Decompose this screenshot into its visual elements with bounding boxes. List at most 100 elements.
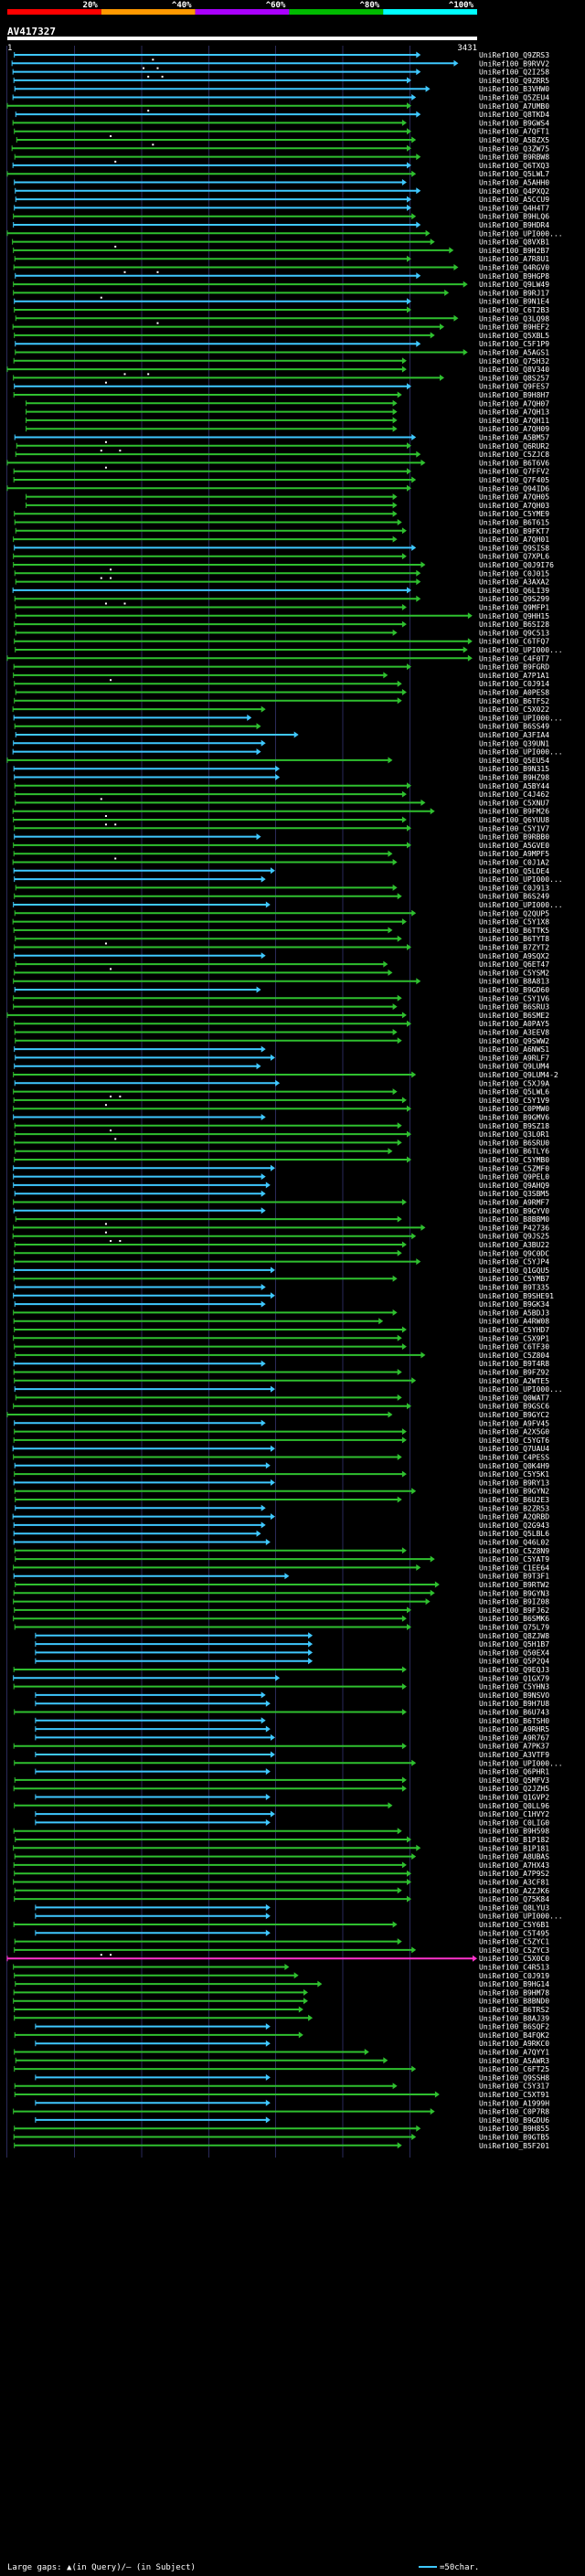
hit-label[interactable]: UniRef100_A0PAY5 xyxy=(479,1020,549,1028)
hit-label[interactable]: UniRef100_B9GDU6 xyxy=(479,2116,549,2125)
hit-label[interactable]: UniRef100_Q2QUP5 xyxy=(479,909,549,917)
hit-row[interactable]: UniRef100_B8A813 xyxy=(13,978,550,986)
hit-label[interactable]: UniRef100_B6TLY6 xyxy=(479,1148,549,1156)
hit-row[interactable]: UniRef100_UPI000... xyxy=(12,748,563,757)
hit-label[interactable]: UniRef100_B9FZ92 xyxy=(479,1369,549,1377)
hit-row[interactable]: UniRef100_B6T615 xyxy=(14,519,549,527)
hit-label[interactable]: UniRef100_A3FIA4 xyxy=(479,731,549,739)
hit-label[interactable]: UniRef100_Q6PHR1 xyxy=(479,1768,549,1776)
hit-label[interactable]: UniRef100_B9N315 xyxy=(479,765,549,773)
hit-row[interactable]: UniRef100_B9FJ62 xyxy=(14,1606,550,1615)
hit-label[interactable]: UniRef100_A7HX43 xyxy=(479,1861,549,1870)
hit-label[interactable]: UniRef100_C5T495 xyxy=(479,1929,549,1937)
hit-row[interactable]: UniRef100_A9RLF7 xyxy=(15,1054,550,1062)
hit-label[interactable]: UniRef100_B9H855 xyxy=(479,2125,549,2133)
hit-label[interactable]: UniRef100_UPI000... xyxy=(479,646,563,654)
hit-row[interactable]: UniRef100_A2X5G0 xyxy=(14,1428,550,1436)
hit-row[interactable]: UniRef100_Q5H1B7 xyxy=(35,1640,549,1648)
hit-label[interactable]: UniRef100_A7QH11 xyxy=(479,417,549,425)
hit-label[interactable]: UniRef100_Q5ZEU4 xyxy=(479,94,549,102)
hit-row[interactable]: UniRef100_C5F1P9 xyxy=(15,340,550,348)
hit-label[interactable]: UniRef100_B9HGP8 xyxy=(479,272,549,281)
hit-label[interactable]: UniRef100_C5Z8N9 xyxy=(479,1547,549,1555)
hit-row[interactable]: UniRef100_A0PAY5 xyxy=(14,1020,550,1028)
hit-label[interactable]: UniRef100_B6T615 xyxy=(479,519,549,527)
hit-row[interactable]: UniRef100_B6TSH0 xyxy=(35,1717,549,1725)
hit-label[interactable]: UniRef100_Q9SWW2 xyxy=(479,1037,549,1045)
hit-label[interactable]: UniRef100_B7ZYT2 xyxy=(479,944,549,952)
hit-label[interactable]: UniRef100_Q4PXQ2 xyxy=(479,187,549,196)
hit-label[interactable]: UniRef100_Q9LUM4 xyxy=(479,1063,549,1071)
hit-label[interactable]: UniRef100_A5AGS1 xyxy=(479,349,549,357)
hit-row[interactable]: UniRef100_B6TTK5 xyxy=(13,927,549,935)
hit-label[interactable]: UniRef100_C5Y317 xyxy=(479,2083,549,2091)
hit-row[interactable]: UniRef100_A9FV45 xyxy=(14,1419,550,1427)
hit-row[interactable]: UniRef100_Q9PEL0 xyxy=(13,1173,550,1182)
hit-label[interactable]: UniRef100_Q75H32 xyxy=(479,357,549,366)
hit-row[interactable]: UniRef100_B5F201 xyxy=(14,2142,550,2150)
hit-row[interactable]: UniRef100_C6T2B3 xyxy=(14,306,550,314)
hit-row[interactable]: UniRef100_C0J1A2 xyxy=(12,857,549,867)
hit-label[interactable]: UniRef100_B6U743 xyxy=(479,1709,549,1717)
hit-row[interactable]: UniRef100_UPI000... xyxy=(6,229,563,238)
hit-label[interactable]: UniRef100_C6TF30 xyxy=(479,1343,549,1352)
hit-row[interactable]: UniRef100_Q39UN1 xyxy=(13,739,550,747)
hit-row[interactable]: UniRef100_B6SI28 xyxy=(14,620,550,629)
hit-row[interactable]: UniRef100_A5BDJ3 xyxy=(13,1309,550,1317)
hit-label[interactable]: UniRef100_A3AXA2 xyxy=(479,578,549,587)
hit-row[interactable]: UniRef100_Q9FES7 xyxy=(14,381,550,391)
hit-label[interactable]: UniRef100_C5XT91 xyxy=(479,2091,549,2099)
hit-label[interactable]: UniRef100_Q6TXQ3 xyxy=(479,162,549,170)
hit-row[interactable]: UniRef100_C5ZJC8 xyxy=(15,450,549,459)
hit-row[interactable]: UniRef100_Q8S257 xyxy=(13,373,550,382)
hit-label[interactable]: UniRef100_Q3SBM5 xyxy=(479,1190,549,1198)
hit-label[interactable]: UniRef100_B9T4R8 xyxy=(479,1360,549,1368)
hit-row[interactable]: UniRef100_Q8LYU3 xyxy=(35,1903,549,1912)
hit-label[interactable]: UniRef100_A7QH13 xyxy=(479,408,549,417)
hit-row[interactable]: UniRef100_A7QH01 xyxy=(13,535,550,544)
hit-row[interactable]: UniRef100_B9H598 xyxy=(13,1828,549,1836)
hit-row[interactable]: UniRef100_C5XNU7 xyxy=(15,798,550,807)
hit-label[interactable]: UniRef100_Q50EX4 xyxy=(479,1648,549,1657)
hit-label[interactable]: UniRef100_C4PESS xyxy=(479,1454,549,1462)
hit-label[interactable]: UniRef100_A9MPF5 xyxy=(479,850,549,858)
hit-row[interactable]: UniRef100_B9RJ17 xyxy=(13,289,550,297)
hit-label[interactable]: UniRef100_B9H598 xyxy=(479,1828,549,1836)
hit-label[interactable]: UniRef100_A9SQX2 xyxy=(479,952,549,960)
hit-row[interactable]: UniRef100_A7QH05 xyxy=(26,493,550,502)
hit-row[interactable]: UniRef100_UPI000... xyxy=(14,1759,563,1767)
hit-row[interactable]: UniRef100_Q9C0DC xyxy=(14,1249,550,1257)
hit-row[interactable]: UniRef100_B9HDR4 xyxy=(13,221,550,229)
hit-label[interactable]: UniRef100_A7QH09 xyxy=(479,425,549,433)
hit-row[interactable]: UniRef100_Q9SWW2 xyxy=(15,1037,550,1045)
hit-row[interactable]: UniRef100_Q46L02 xyxy=(13,1539,549,1547)
hit-row[interactable]: UniRef100_B6S249 xyxy=(14,893,550,901)
hit-label[interactable]: UniRef100_Q9PEL0 xyxy=(479,1173,549,1182)
hit-label[interactable]: UniRef100_B5F201 xyxy=(479,2142,549,2150)
hit-label[interactable]: UniRef100_Q4H4T7 xyxy=(479,204,549,212)
hit-label[interactable]: UniRef100_B9GK34 xyxy=(479,1300,549,1309)
hit-label[interactable]: UniRef100_C1EE64 xyxy=(479,1564,549,1572)
hit-row[interactable]: UniRef100_A8UBAS xyxy=(14,1853,549,1861)
hit-label[interactable]: UniRef100_Q5EU54 xyxy=(479,757,549,765)
hit-label[interactable]: UniRef100_A2X5G0 xyxy=(479,1428,549,1436)
hit-label[interactable]: UniRef100_Q8TKD4 xyxy=(479,111,549,119)
hit-row[interactable]: UniRef100_Q9LUM4-2 xyxy=(13,1071,558,1079)
hit-row[interactable]: UniRef100_Q3ZW75 xyxy=(11,143,549,153)
hit-row[interactable]: UniRef100_Q9MFP1 xyxy=(15,602,550,612)
hit-row[interactable]: UniRef100_Q7FFV2 xyxy=(13,466,549,476)
hit-row[interactable]: UniRef100_B6TYT8 xyxy=(15,935,550,943)
hit-label[interactable]: UniRef100_Q8LYU3 xyxy=(479,1903,549,1912)
hit-row[interactable]: UniRef100_C5YMB0 xyxy=(14,1156,550,1164)
hit-label[interactable]: UniRef100_Q9EQJ3 xyxy=(479,1666,549,1674)
hit-label[interactable]: UniRef100_A5GVE0 xyxy=(479,842,549,850)
hit-row[interactable]: UniRef100_B9IZ08 xyxy=(13,1598,550,1606)
hit-row[interactable]: UniRef100_B6SRU3 xyxy=(13,1003,550,1012)
hit-row[interactable]: UniRef100_A3CF81 xyxy=(13,1879,550,1887)
hit-row[interactable]: UniRef100_UPI000... xyxy=(13,714,563,722)
hit-row[interactable]: UniRef100_C0LIG0 xyxy=(35,1818,549,1827)
hit-row[interactable]: UniRef100_C6TF30 xyxy=(14,1343,550,1352)
hit-row[interactable]: UniRef100_UPI000... xyxy=(15,646,563,654)
hit-label[interactable]: UniRef100_UPI000... xyxy=(479,1385,563,1394)
hit-row[interactable]: UniRef100_A5AGS1 xyxy=(15,349,550,357)
